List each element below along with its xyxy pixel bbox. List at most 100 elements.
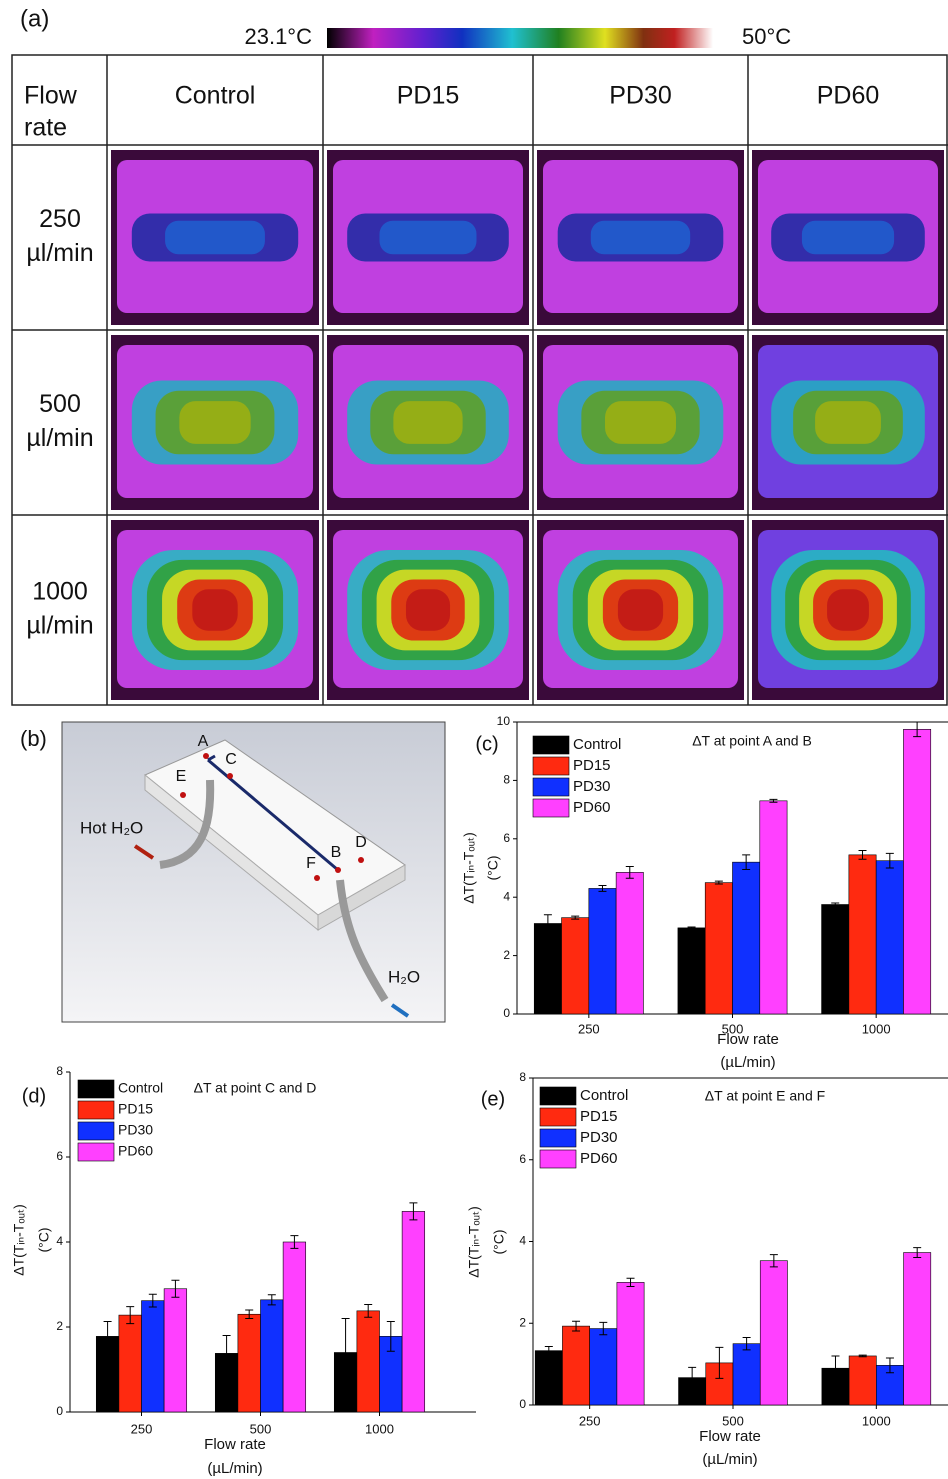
legend-label: PD30 <box>118 1122 153 1138</box>
outlet-tube <box>336 879 389 1003</box>
error-bar <box>148 1293 157 1308</box>
x-axis-label: (µL/min) <box>207 1460 262 1477</box>
bar <box>615 872 644 1015</box>
inlet-arrow <box>133 844 155 860</box>
point-marker <box>314 875 320 881</box>
y-tick-label: 4 <box>519 1234 526 1248</box>
point-label: A <box>198 733 209 750</box>
bar <box>903 1252 932 1406</box>
y-tick-label: 2 <box>503 948 510 962</box>
error-bar <box>625 866 634 879</box>
panel-label: (c) <box>475 733 498 755</box>
row-header: µl/min <box>26 612 93 640</box>
y-axis-label: (°C) <box>485 855 501 880</box>
error-bar <box>341 1318 350 1387</box>
thermal-zone <box>605 401 676 444</box>
bar <box>163 1288 188 1413</box>
panel-label: (a) <box>20 5 49 32</box>
column-header: Control <box>175 82 256 110</box>
thermal-zone <box>379 220 477 255</box>
panel-label: (b) <box>20 726 47 751</box>
bar <box>704 882 733 1015</box>
inlet-label: Hot H₂O <box>80 818 143 837</box>
error-bar <box>245 1309 254 1319</box>
error-bar <box>913 721 922 738</box>
outlet-label: H₂O <box>388 967 420 986</box>
error-bar <box>688 1366 697 1389</box>
point-label: E <box>176 768 187 785</box>
error-bar <box>831 902 840 907</box>
bar <box>561 917 590 1015</box>
x-tick-label: 1000 <box>862 1413 891 1428</box>
chart-title: ΔT at point E and F <box>705 1088 825 1104</box>
colorbar-min: 23.1°C <box>244 24 312 49</box>
y-tick-label: 0 <box>56 1404 63 1418</box>
error-bar <box>544 1346 553 1356</box>
x-tick-label: 500 <box>722 1021 744 1036</box>
error-bar <box>103 1320 112 1352</box>
channel <box>207 754 216 762</box>
error-bar <box>599 1321 608 1336</box>
error-bar <box>571 915 580 920</box>
error-bar <box>409 1202 418 1221</box>
point-marker <box>180 792 186 798</box>
thermal-zone <box>801 220 895 255</box>
thermal-zone <box>827 589 869 631</box>
error-bar <box>885 1357 894 1374</box>
legend-swatch <box>539 1107 577 1127</box>
y-tick-label: 8 <box>519 1070 526 1084</box>
legend-label: Control <box>573 736 621 753</box>
thermal-zone <box>192 589 238 631</box>
x-axis-label: Flow rate <box>699 1428 761 1445</box>
error-bar <box>364 1303 373 1318</box>
error-bar <box>626 1277 635 1287</box>
error-bar <box>885 852 894 869</box>
bar <box>588 888 617 1015</box>
error-bar <box>858 849 867 860</box>
colorbar-max: 50°C <box>742 24 791 49</box>
panel-label: (e) <box>481 1088 505 1110</box>
row-header: 250 <box>39 205 81 233</box>
legend-swatch <box>77 1142 115 1162</box>
y-tick-label: 6 <box>519 1152 526 1166</box>
thermal-zone <box>165 220 265 255</box>
bar <box>875 860 904 1015</box>
error-bar <box>598 885 607 892</box>
error-bar <box>742 854 751 870</box>
legend-swatch <box>77 1121 115 1141</box>
legend-label: PD60 <box>118 1143 153 1159</box>
error-bar <box>386 1320 395 1352</box>
x-tick-label: 250 <box>131 1421 153 1436</box>
legend-label: PD15 <box>573 757 611 774</box>
error-bar <box>913 1247 922 1258</box>
point-marker <box>335 867 341 873</box>
bar <box>589 1328 618 1406</box>
legend-label: Control <box>118 1080 163 1096</box>
column-header: PD15 <box>397 82 460 110</box>
error-bar <box>543 914 552 933</box>
column-header: PD60 <box>817 82 880 110</box>
x-axis-label: Flow rate <box>717 1031 779 1048</box>
bar <box>732 1343 761 1406</box>
legend-swatch <box>532 777 570 797</box>
bar <box>759 800 788 1015</box>
thermal-zone <box>590 220 691 255</box>
y-tick-label: 2 <box>519 1315 526 1329</box>
bar <box>848 854 877 1015</box>
legend-swatch <box>539 1128 577 1148</box>
row-header: µl/min <box>26 239 93 267</box>
y-axis-label: (°C) <box>491 1229 507 1254</box>
legend-swatch <box>77 1100 115 1120</box>
bar <box>401 1211 426 1413</box>
y-tick-label: 2 <box>56 1319 63 1333</box>
legend-label: PD15 <box>118 1101 153 1117</box>
x-tick-label: 1000 <box>365 1421 394 1436</box>
bar <box>534 1350 563 1406</box>
outlet-arrow <box>390 1003 410 1018</box>
y-axis-label: ΔT(Tᵢₙ-Tₒᵤₜ) <box>11 1204 27 1276</box>
y-tick-label: 0 <box>519 1397 526 1411</box>
legend-label: PD30 <box>573 778 611 795</box>
bar <box>616 1282 645 1406</box>
header-cell: rate <box>24 114 67 142</box>
error-bar <box>572 1320 581 1332</box>
